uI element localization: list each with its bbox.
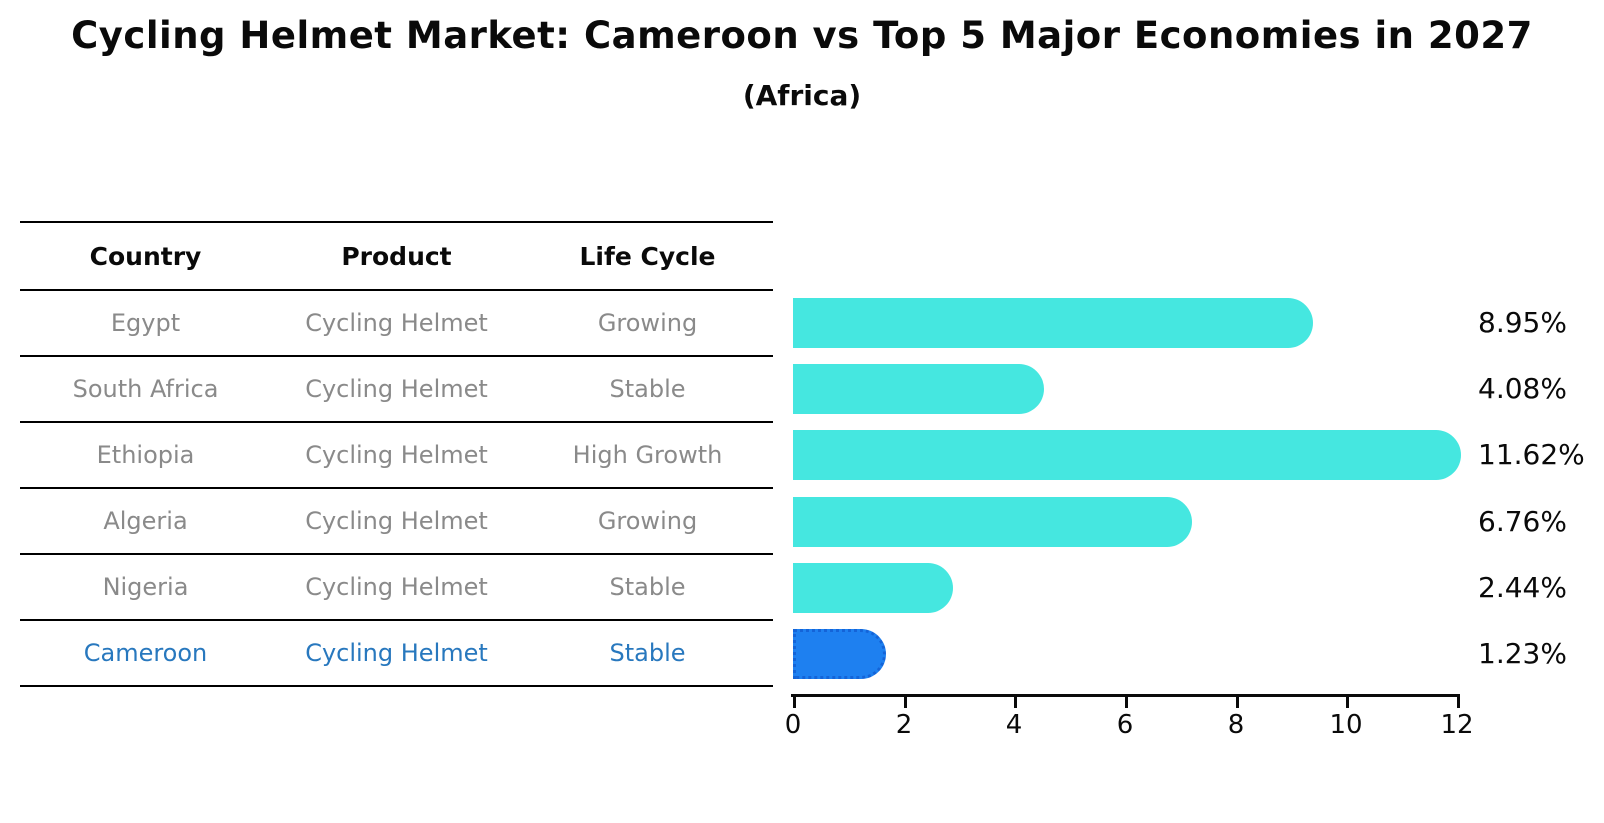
x-axis-tick bbox=[1125, 697, 1128, 708]
x-axis-tick bbox=[793, 697, 796, 708]
cell-product: Cycling Helmet bbox=[305, 573, 488, 601]
table-row: Ethiopia Cycling Helmet High Growth bbox=[20, 423, 773, 489]
cell-product: Cycling Helmet bbox=[305, 639, 488, 667]
x-axis-tick-label: 6 bbox=[1116, 710, 1134, 740]
bar-south-africa bbox=[793, 364, 1044, 414]
table-row: Cameroon Cycling Helmet Stable bbox=[20, 621, 773, 687]
x-axis-line bbox=[791, 694, 1460, 697]
x-axis-tick bbox=[1014, 697, 1017, 708]
highlight-bar-cameroon bbox=[793, 629, 886, 679]
cell-life-cycle: Growing bbox=[597, 507, 698, 535]
table-row: South Africa Cycling Helmet Stable bbox=[20, 357, 773, 423]
cell-country: Ethiopia bbox=[96, 441, 195, 469]
x-axis-tick-label: 4 bbox=[1005, 710, 1023, 740]
cell-country: Cameroon bbox=[83, 639, 208, 667]
bar-value-label: 4.08% bbox=[1478, 372, 1567, 405]
cell-country: Nigeria bbox=[102, 573, 189, 601]
cell-product: Cycling Helmet bbox=[305, 309, 488, 337]
bar-algeria bbox=[793, 497, 1192, 547]
bar-value-label: 6.76% bbox=[1478, 505, 1567, 538]
cell-life-cycle: Growing bbox=[597, 309, 698, 337]
cell-product: Cycling Helmet bbox=[305, 441, 488, 469]
x-axis-tick bbox=[1457, 697, 1460, 708]
x-axis-tick-label: 2 bbox=[895, 710, 913, 740]
bar-ethiopia bbox=[793, 430, 1461, 480]
column-header-product: Product bbox=[341, 241, 452, 271]
market-table: Country Product Life Cycle Egypt Cycling Hel… bbox=[20, 221, 773, 687]
table-row: Egypt Cycling Helmet Growing bbox=[20, 291, 773, 357]
bar-value-label: 2.44% bbox=[1478, 571, 1567, 604]
column-header-country: Country bbox=[89, 241, 202, 271]
table-row: Algeria Cycling Helmet Growing bbox=[20, 489, 773, 555]
bar-value-label: 11.62% bbox=[1478, 438, 1585, 471]
bar-value-label: 1.23% bbox=[1478, 637, 1567, 670]
x-axis-tick bbox=[904, 697, 907, 708]
cell-product: Cycling Helmet bbox=[305, 375, 488, 403]
x-axis-tick bbox=[1236, 697, 1239, 708]
cell-product: Cycling Helmet bbox=[305, 507, 488, 535]
chart-subtitle: (Africa) bbox=[742, 79, 862, 112]
cell-country: Egypt bbox=[110, 309, 181, 337]
x-axis-tick-label: 0 bbox=[784, 710, 802, 740]
cell-life-cycle: High Growth bbox=[572, 441, 723, 469]
x-axis-tick-label: 12 bbox=[1440, 710, 1474, 740]
bar-nigeria bbox=[793, 563, 953, 613]
table-row: Nigeria Cycling Helmet Stable bbox=[20, 555, 773, 621]
bar-egypt bbox=[793, 298, 1313, 348]
chart-title: Cycling Helmet Market: Cameroon vs Top 5… bbox=[71, 14, 1533, 57]
cell-country: Algeria bbox=[103, 507, 188, 535]
cell-life-cycle: Stable bbox=[609, 573, 686, 601]
x-axis-tick-label: 8 bbox=[1227, 710, 1245, 740]
column-header-life-cycle: Life Cycle bbox=[579, 241, 716, 271]
bar-value-label: 8.95% bbox=[1478, 306, 1567, 339]
x-axis-tick bbox=[1346, 697, 1349, 708]
cell-life-cycle: Stable bbox=[609, 375, 686, 403]
table-header-row: Country Product Life Cycle bbox=[20, 223, 773, 291]
x-axis-tick-label: 10 bbox=[1329, 710, 1363, 740]
cell-country: South Africa bbox=[72, 375, 219, 403]
cell-life-cycle: Stable bbox=[609, 639, 686, 667]
